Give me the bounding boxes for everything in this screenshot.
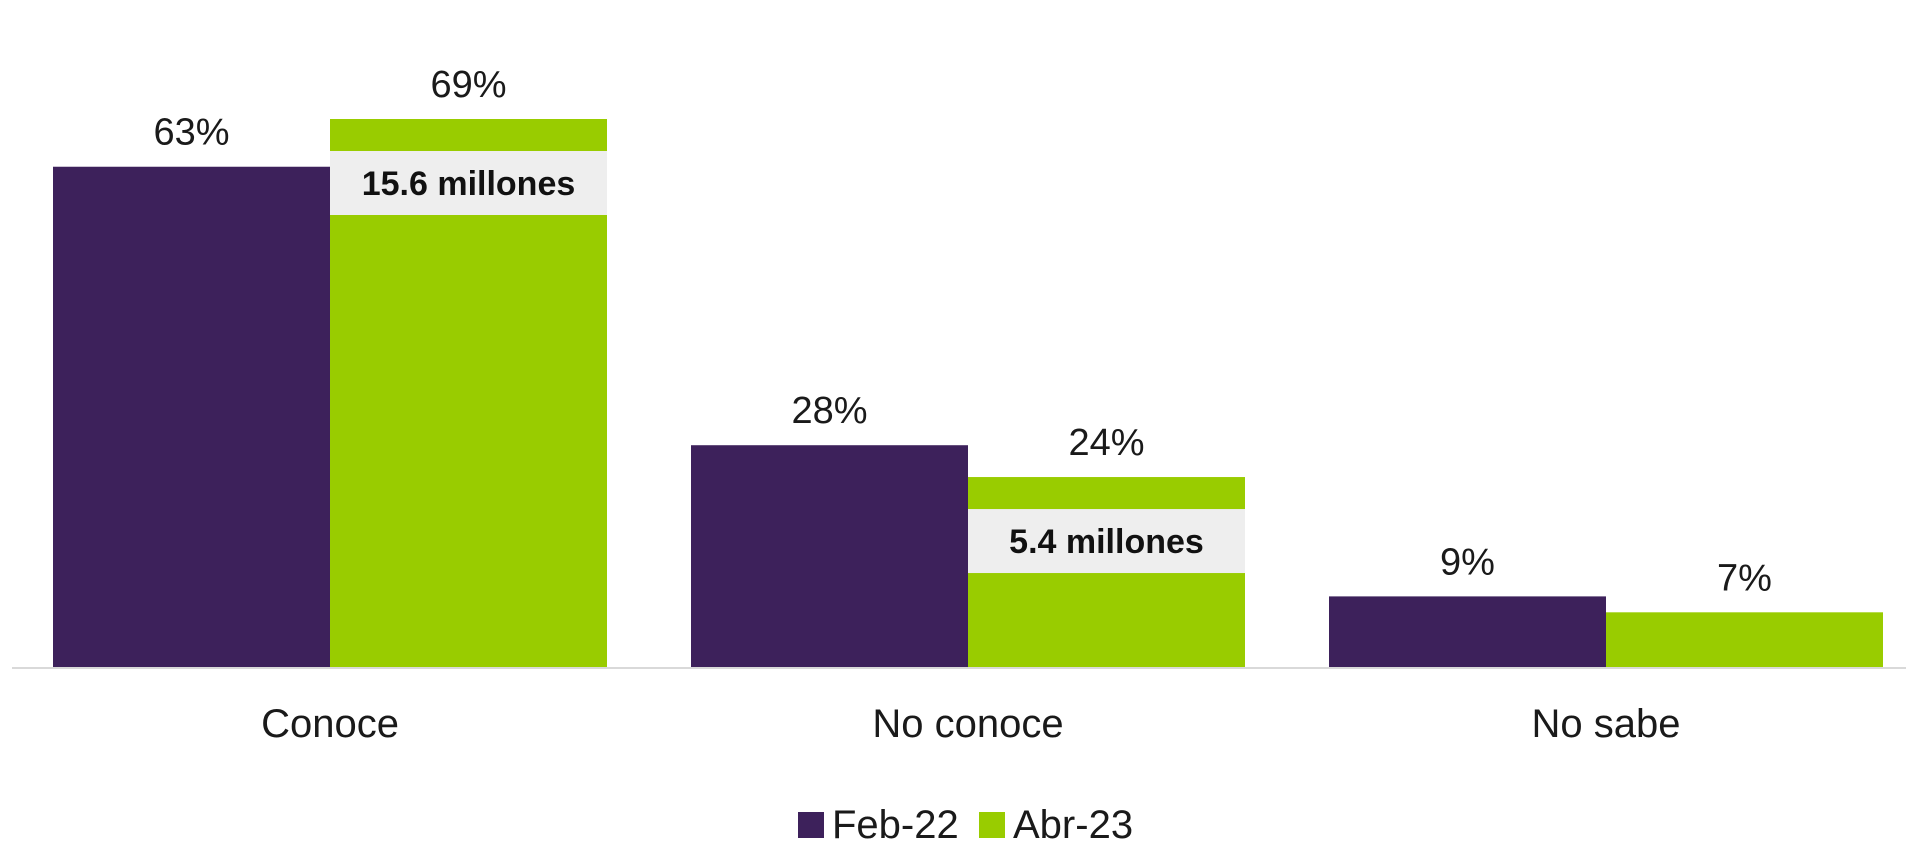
legend-label-feb-22: Feb-22 [832,803,959,842]
category-label-no-sabe: No sabe [1532,702,1681,746]
value-label-no-conoce-feb-22: 28% [791,390,867,432]
bar-no-sabe-feb-22 [1329,596,1606,668]
value-label-no-sabe-abr-23: 7% [1717,557,1772,599]
legend: Feb-22 Abr-23 [798,803,1133,842]
value-label-conoce-abr-23: 69% [430,64,506,106]
annotation-label-no-conoce: 5.4 millones [1009,523,1204,561]
legend-label-abr-23: Abr-23 [1013,803,1133,842]
legend-swatch-abr-23 [979,812,1005,838]
value-label-no-conoce-abr-23: 24% [1068,422,1144,464]
annotation-box-conoce [330,151,607,215]
category-labels-group: Conoce No conoce No sabe [261,702,1680,746]
value-labels-group: 63% 69% 28% 24% 9% 7% [153,64,1771,599]
annotation-label-conoce: 15.6 millones [362,165,576,203]
value-label-conoce-feb-22: 63% [153,112,229,154]
value-label-no-sabe-feb-22: 9% [1440,541,1495,583]
bar-no-sabe-abr-23 [1606,612,1883,668]
annotations-group: 15.6 millones 5.4 millones [330,151,1245,574]
bars-group [53,119,1883,668]
category-label-no-conoce: No conoce [872,702,1063,746]
bar-conoce-feb-22 [53,166,330,668]
annotation-box-no-conoce [968,509,1245,574]
legend-swatch-feb-22 [798,812,824,838]
bar-no-conoce-feb-22 [691,445,968,668]
category-label-conoce: Conoce [261,702,399,746]
